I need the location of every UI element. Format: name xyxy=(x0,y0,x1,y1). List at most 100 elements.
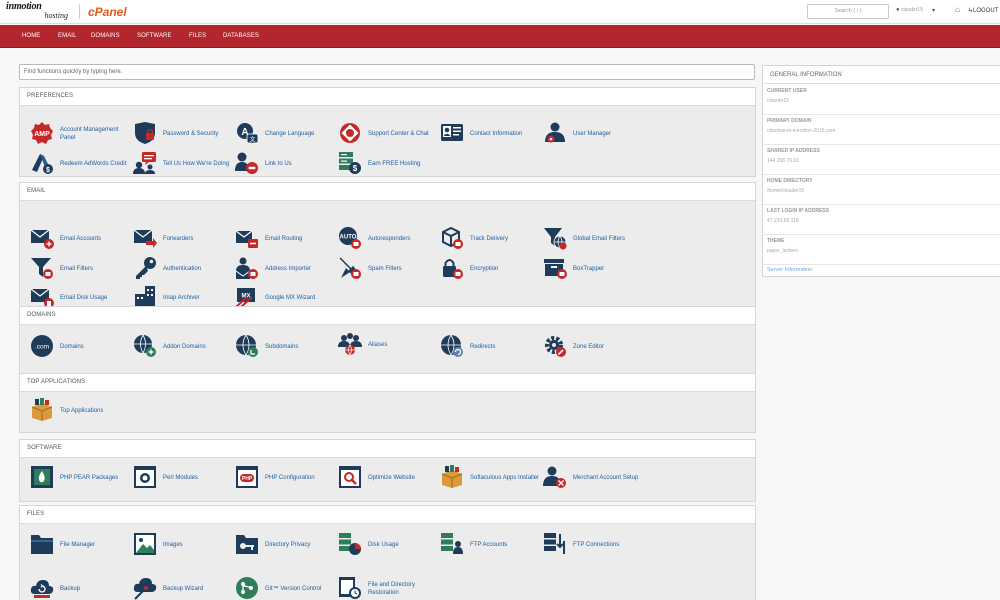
panel-body: File Manager Images Directory Privacy Di… xyxy=(20,524,755,600)
panel-title[interactable]: PREFERENCES xyxy=(20,88,755,106)
backup-item[interactable]: Backup xyxy=(30,576,130,600)
item-label: Git™ Version Control xyxy=(265,586,322,592)
nav-email[interactable]: EMAIL xyxy=(58,33,77,39)
image-icon xyxy=(134,533,156,555)
inmotion-logo[interactable]: inmotion hosting xyxy=(6,1,72,21)
item-label: Change Language xyxy=(265,131,315,137)
address-importer-item[interactable]: Address Importer xyxy=(235,256,335,282)
top-header: inmotion hosting cPanel Search ( / ) ● c… xyxy=(0,0,1000,24)
directory-privacy-item[interactable]: Directory Privacy xyxy=(235,532,335,558)
general-information-panel: GENERAL INFORMATION Current User clouder… xyxy=(762,65,1000,277)
server-information-link[interactable]: Server Information xyxy=(767,267,813,273)
bell-icon[interactable]: ⌂ xyxy=(955,5,960,14)
php-pear-item[interactable]: PHP PEAR Packages xyxy=(30,465,130,491)
top-applications-panel: TOP APPLICATIONS Top Applications xyxy=(19,373,756,433)
find-functions-input[interactable]: Find functions quickly by typing here. xyxy=(19,64,755,80)
item-label: Redeem AdWords Credit xyxy=(60,161,127,167)
info-value[interactable]: paper_lantern xyxy=(767,248,798,254)
redeem-adwords-item[interactable]: $ Redeem AdWords Credit xyxy=(30,151,130,177)
info-row-home-directory: Home Directory /home/clouder15 xyxy=(763,175,1000,205)
file-restoration-item[interactable]: File and Directory Restoration xyxy=(338,576,448,600)
merchant-account-item[interactable]: Merchant Account Setup xyxy=(543,465,643,491)
support-center-item[interactable]: Support Center & Chat xyxy=(338,121,438,147)
autoresponders-item[interactable]: AUTO Autoresponders xyxy=(338,226,438,252)
item-label: Email Accounts xyxy=(60,236,102,242)
track-delivery-item[interactable]: Track Delivery xyxy=(440,226,540,252)
chevron-down-icon[interactable]: ▾ xyxy=(932,8,936,14)
restore-icon xyxy=(339,577,361,599)
nav-domains[interactable]: DOMAINS xyxy=(91,33,120,39)
images-item[interactable]: Images xyxy=(133,532,233,558)
item-label: PHP PEAR Packages xyxy=(60,475,119,481)
info-row-theme: Theme paper_lantern xyxy=(763,235,1000,265)
encryption-item[interactable]: Encryption xyxy=(440,256,540,282)
addon-domains-item[interactable]: Addon Domains xyxy=(133,334,233,360)
optimize-website-item[interactable]: Optimize Website xyxy=(338,465,438,491)
panel-title[interactable]: EMAIL xyxy=(20,183,755,201)
top-applications-item[interactable]: Top Applications xyxy=(30,398,130,424)
nav-databases[interactable]: DATABASES xyxy=(223,33,260,39)
php-configuration-item[interactable]: PHP PHP Configuration xyxy=(235,465,335,491)
zone-editor-item[interactable]: Zone Editor xyxy=(543,334,643,360)
panel-body: Email Accounts Forwarders Email Routing … xyxy=(20,201,755,315)
svg-text:AUTO: AUTO xyxy=(340,235,357,241)
tell-us-item[interactable]: Tell Us How We're Doing xyxy=(133,151,233,177)
ftp-user-icon xyxy=(441,533,463,554)
softaculous-item[interactable]: Softaculous Apps Installer xyxy=(440,465,540,491)
file-manager-item[interactable]: File Manager xyxy=(30,532,130,558)
gear-edit-icon xyxy=(545,336,566,357)
folder-icon xyxy=(31,535,53,554)
server-money-icon: $ xyxy=(339,152,361,174)
domains-item[interactable]: .com Domains xyxy=(30,334,130,360)
link-to-us-item[interactable]: Link to Us xyxy=(235,151,335,177)
aliases-item[interactable]: Aliases xyxy=(338,332,438,358)
nav-home[interactable]: HOME xyxy=(22,33,41,39)
contact-information-item[interactable]: Contact Information xyxy=(440,121,540,147)
boxtrapper-item[interactable]: BoxTrapper xyxy=(543,256,643,282)
ftp-accounts-item[interactable]: FTP Accounts xyxy=(440,532,540,558)
item-label: Earn FREE Hosting xyxy=(368,161,421,167)
search-input[interactable]: Search ( / ) xyxy=(807,4,889,19)
imap-archiver-item[interactable]: Imap Archiver xyxy=(133,285,233,311)
panel-title[interactable]: FILES xyxy=(20,506,755,524)
spam-filters-item[interactable]: Spam Filters xyxy=(338,256,438,282)
panel-title[interactable]: DOMAINS xyxy=(20,307,755,325)
nav-software[interactable]: SOFTWARE xyxy=(137,33,172,39)
redirects-item[interactable]: Redirects xyxy=(440,334,540,360)
backup-wizard-item[interactable]: Backup Wizard xyxy=(133,576,233,600)
user-manager-icon xyxy=(545,122,565,143)
git-icon xyxy=(236,577,258,599)
git-version-control-item[interactable]: Git™ Version Control xyxy=(235,576,345,600)
email-accounts-item[interactable]: Email Accounts xyxy=(30,226,130,252)
nav-files[interactable]: FILES xyxy=(189,33,207,39)
forwarders-item[interactable]: Forwarders xyxy=(133,226,233,252)
info-row-shared-ip: Shared IP Address 144.208.76.61 xyxy=(763,145,1000,175)
cpanel-logo[interactable]: cPanel xyxy=(88,5,127,19)
item-label: Zone Editor xyxy=(573,344,605,350)
subdomains-item[interactable]: Subdomains xyxy=(235,334,335,360)
panel-title[interactable]: TOP APPLICATIONS xyxy=(20,374,755,392)
logout-button[interactable]: ↳LOGOUT xyxy=(968,7,998,14)
earn-free-hosting-item[interactable]: $ Earn FREE Hosting xyxy=(338,151,448,177)
email-disk-usage-item[interactable]: Email Disk Usage xyxy=(30,285,130,311)
user-manager-item[interactable]: User Manager xyxy=(543,121,653,147)
globe-subdomain-icon xyxy=(236,334,258,357)
disk-usage-item[interactable]: Disk Usage xyxy=(338,532,438,558)
item-label: File and Directory Restoration xyxy=(368,582,416,596)
password-security-item[interactable]: Password & Security xyxy=(133,121,233,147)
item-label: FTP Accounts xyxy=(470,542,508,548)
item-label: Softaculous Apps Installer xyxy=(470,475,540,481)
user-menu[interactable]: ● clouder15 xyxy=(896,7,923,13)
email-filters-item[interactable]: Email Filters xyxy=(30,256,130,282)
google-mx-wizard-item[interactable]: MX Google MX Wizard xyxy=(235,285,345,311)
authentication-item[interactable]: Authentication xyxy=(133,256,233,282)
panel-title[interactable]: SOFTWARE xyxy=(20,440,755,458)
item-label: Directory Privacy xyxy=(265,542,311,548)
global-email-filters-item[interactable]: Global Email Filters xyxy=(543,226,663,252)
email-routing-item[interactable]: Email Routing xyxy=(235,226,335,252)
item-label: Addon Domains xyxy=(163,344,206,350)
account-management-panel-item[interactable]: AMP Account Management Panel xyxy=(30,121,130,147)
ftp-connections-item[interactable]: FTP Connections xyxy=(543,532,643,558)
perl-modules-item[interactable]: Perl Modules xyxy=(133,465,233,491)
